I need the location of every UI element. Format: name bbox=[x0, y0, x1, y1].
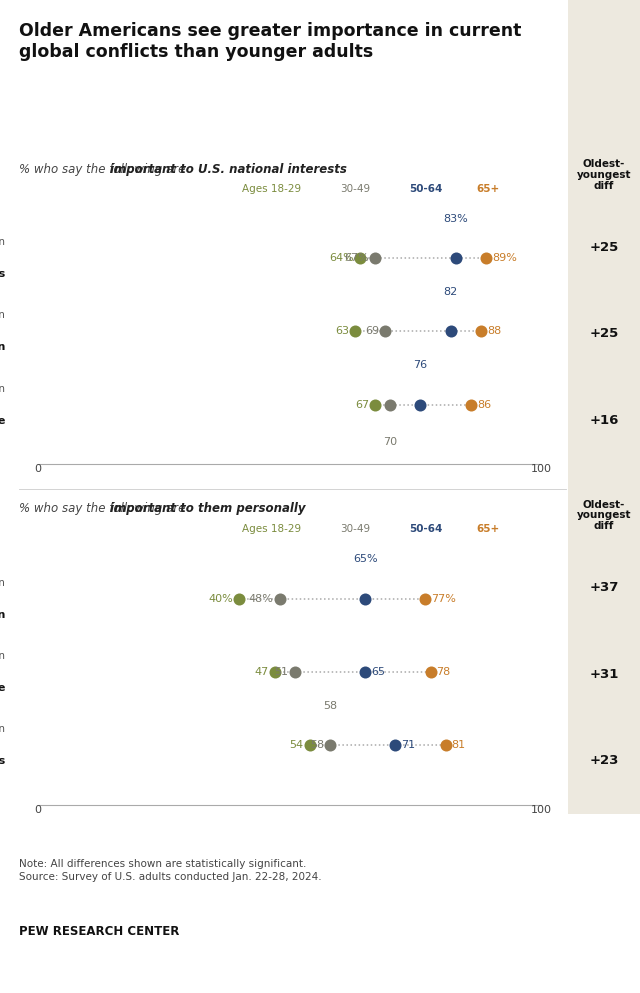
Point bbox=[355, 250, 365, 266]
Point bbox=[476, 324, 486, 340]
Text: % who say the following are: % who say the following are bbox=[19, 502, 189, 515]
Text: 76: 76 bbox=[413, 360, 428, 370]
Text: Russia and Ukraine: Russia and Ukraine bbox=[0, 683, 5, 693]
Text: Older Americans see greater importance in current
global conflicts than younger : Older Americans see greater importance i… bbox=[19, 22, 522, 62]
Text: 47: 47 bbox=[254, 667, 268, 677]
Point bbox=[305, 737, 315, 753]
Text: Ages 18-29: Ages 18-29 bbox=[243, 184, 301, 194]
Text: +16: +16 bbox=[589, 413, 619, 427]
Text: The war between: The war between bbox=[0, 651, 5, 661]
Text: +23: +23 bbox=[589, 754, 619, 768]
Text: Oldest-
youngest
diff: Oldest- youngest diff bbox=[577, 159, 632, 191]
Point bbox=[445, 324, 456, 340]
Point bbox=[390, 737, 401, 753]
Text: Oldest-
youngest
diff: Oldest- youngest diff bbox=[577, 499, 632, 531]
Text: Note: All differences shown are statistically significant.
Source: Survey of U.S: Note: All differences shown are statisti… bbox=[19, 859, 322, 882]
Text: China and Taiwan: China and Taiwan bbox=[0, 610, 5, 620]
Point bbox=[481, 250, 491, 266]
Text: 100: 100 bbox=[531, 464, 552, 474]
Text: Russia and Ukraine: Russia and Ukraine bbox=[0, 416, 5, 426]
Point bbox=[370, 250, 380, 266]
Text: +25: +25 bbox=[589, 240, 619, 254]
Point bbox=[234, 591, 244, 607]
Point bbox=[426, 664, 436, 680]
Point bbox=[289, 664, 300, 680]
Text: 86: 86 bbox=[477, 399, 491, 409]
Text: +31: +31 bbox=[589, 667, 619, 681]
Text: 40%: 40% bbox=[209, 594, 233, 604]
Text: 65+: 65+ bbox=[476, 184, 499, 194]
Point bbox=[420, 591, 431, 607]
Text: 54: 54 bbox=[289, 740, 304, 750]
Text: 48%: 48% bbox=[248, 594, 273, 604]
Text: 30-49: 30-49 bbox=[340, 524, 371, 534]
Point bbox=[324, 737, 335, 753]
Point bbox=[466, 396, 476, 412]
Text: 82: 82 bbox=[444, 287, 458, 297]
Point bbox=[360, 591, 370, 607]
Text: 89%: 89% bbox=[492, 253, 516, 263]
Point bbox=[350, 324, 360, 340]
Point bbox=[360, 664, 370, 680]
Text: 58: 58 bbox=[323, 701, 337, 711]
Text: 50-64: 50-64 bbox=[409, 524, 442, 534]
Text: 50-64: 50-64 bbox=[409, 184, 442, 194]
Text: 65%: 65% bbox=[353, 554, 378, 564]
Text: 69: 69 bbox=[365, 327, 379, 337]
Text: The war between: The war between bbox=[0, 383, 5, 393]
Point bbox=[385, 396, 396, 412]
Text: The war between: The war between bbox=[0, 724, 5, 734]
Text: 51: 51 bbox=[275, 667, 289, 677]
Text: important to U.S. national interests: important to U.S. national interests bbox=[109, 163, 347, 176]
Point bbox=[415, 396, 426, 412]
Text: Israel and Hamas: Israel and Hamas bbox=[0, 757, 5, 767]
Text: 88: 88 bbox=[487, 327, 501, 337]
Text: 81: 81 bbox=[452, 740, 466, 750]
Text: 64%: 64% bbox=[329, 253, 354, 263]
Text: 30-49: 30-49 bbox=[340, 184, 371, 194]
Point bbox=[275, 591, 285, 607]
Text: The war between: The war between bbox=[0, 237, 5, 247]
Text: 63: 63 bbox=[335, 327, 349, 337]
Text: 67%: 67% bbox=[344, 253, 369, 263]
Text: 71: 71 bbox=[401, 740, 415, 750]
Text: 65+: 65+ bbox=[476, 524, 499, 534]
Point bbox=[451, 250, 461, 266]
Point bbox=[380, 324, 390, 340]
Text: +37: +37 bbox=[589, 581, 619, 595]
Text: 83%: 83% bbox=[444, 213, 468, 223]
Text: 0: 0 bbox=[35, 464, 42, 474]
Point bbox=[269, 664, 280, 680]
Text: 77%: 77% bbox=[431, 594, 456, 604]
Text: 65: 65 bbox=[371, 667, 385, 677]
Text: Ages 18-29: Ages 18-29 bbox=[243, 524, 301, 534]
Text: 100: 100 bbox=[531, 804, 552, 814]
Point bbox=[440, 737, 451, 753]
Text: China and Taiwan: China and Taiwan bbox=[0, 343, 5, 353]
Text: 0: 0 bbox=[35, 804, 42, 814]
Text: The tensions between: The tensions between bbox=[0, 578, 5, 588]
Point bbox=[370, 396, 380, 412]
Text: 67: 67 bbox=[355, 399, 369, 409]
Text: Israel and Hamas: Israel and Hamas bbox=[0, 269, 5, 279]
Text: PEW RESEARCH CENTER: PEW RESEARCH CENTER bbox=[19, 925, 180, 938]
Text: The tensions between: The tensions between bbox=[0, 311, 5, 321]
Text: % who say the following are: % who say the following are bbox=[19, 163, 189, 176]
Text: important to them personally: important to them personally bbox=[109, 502, 305, 515]
Text: 70: 70 bbox=[383, 437, 397, 447]
Text: 58: 58 bbox=[310, 740, 324, 750]
Text: 78: 78 bbox=[436, 667, 451, 677]
Text: +25: +25 bbox=[589, 327, 619, 341]
